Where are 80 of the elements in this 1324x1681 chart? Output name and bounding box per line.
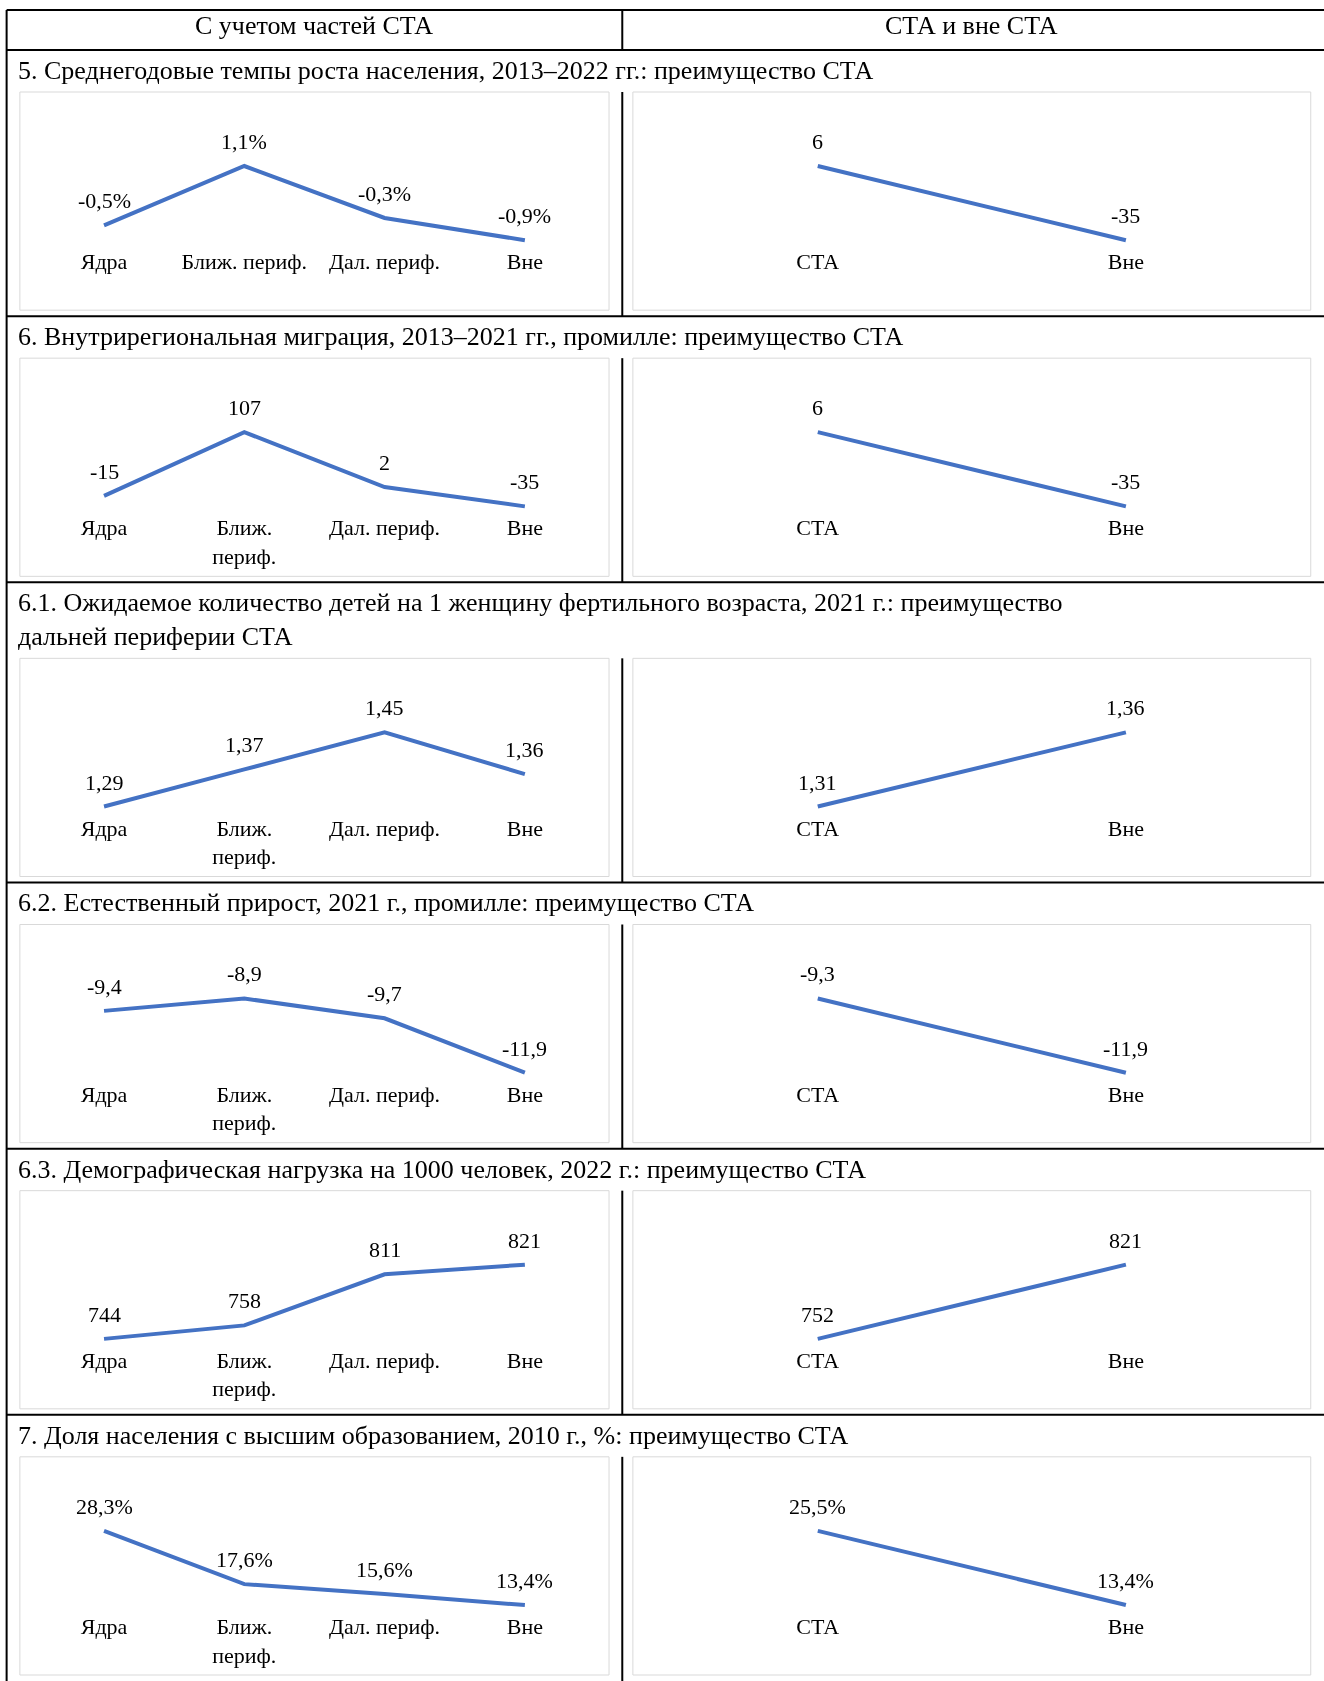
chart-title: 6.1. Ожидаемое количество детей на 1 женщину фертильного возраста, 2021 г.: преимущество дальней периферии СТА [18, 588, 1063, 651]
data-label: 15,6% [356, 1557, 413, 1582]
x-tick-label: Вне [1107, 515, 1144, 541]
x-tick-label: Ядра [80, 1614, 128, 1639]
chart-title: 7. Доля населения с высшим образованием, 2010 г., %: преимущество СТА [18, 1421, 849, 1450]
data-label: -35 [1111, 469, 1141, 494]
data-label: -0,9% [498, 203, 552, 228]
x-tick-label: Ядра [80, 515, 128, 541]
text: С учетом частей СТА [195, 11, 434, 40]
data-label: 752 [801, 1302, 834, 1327]
data-label: -11,9 [502, 1036, 548, 1061]
x-tick-label: Дал. периф. [329, 815, 441, 841]
x-tick-label: Вне [1107, 1614, 1144, 1639]
x-tick-label: Ближ. периф. [212, 1614, 277, 1668]
x-tick-label: Вне [506, 1081, 543, 1107]
data-label: 6 [812, 129, 823, 154]
data-label: 13,4% [1097, 1568, 1154, 1593]
data-label: 811 [369, 1237, 402, 1262]
data-label: 13,4% [496, 1568, 553, 1593]
data-label: 25,5% [789, 1494, 846, 1519]
data-label: 1,45 [365, 695, 404, 720]
data-label: -9,7 [367, 981, 402, 1006]
data-label: -15 [90, 459, 120, 484]
x-tick-label: СТА [796, 515, 840, 541]
chart-title: 6. Внутрирегиональная миграция, 2013–2021 гг., промилле: преимущество СТА [18, 322, 904, 351]
data-label: -35 [1111, 203, 1141, 228]
text: СТА и вне СТА [885, 11, 1058, 40]
x-tick-label: СТА [796, 249, 840, 275]
data-label: -9,3 [800, 961, 835, 986]
chart-title: 6.2. Естественный прирост, 2021 г., промилле: преимущество СТА [18, 888, 755, 917]
x-tick-label: Дал. периф. [329, 249, 441, 275]
x-tick-label: Ближ. периф. [212, 1081, 277, 1136]
data-label: 744 [88, 1302, 121, 1327]
data-label: 17,6% [216, 1547, 273, 1572]
x-tick-label: Вне [506, 1614, 543, 1639]
x-tick-label: Вне [1107, 1347, 1144, 1373]
x-tick-label: СТА [796, 1081, 840, 1107]
x-tick-label: Вне [1107, 1081, 1144, 1107]
x-tick-label: Ядра [80, 249, 128, 275]
x-tick-label: Ядра [80, 815, 128, 841]
x-tick-label: СТА [796, 815, 840, 841]
x-tick-label: Ближ. периф. [212, 515, 277, 569]
x-tick-label: Дал. периф. [329, 1347, 441, 1373]
x-tick-label: Ядра [80, 1081, 128, 1107]
data-label: 1,31 [798, 770, 837, 795]
data-label: -35 [510, 469, 540, 494]
x-tick-label: Вне [1107, 249, 1144, 275]
data-label: 821 [508, 1228, 541, 1253]
x-tick-label: Дал. периф. [329, 1081, 441, 1107]
data-label: 1,1% [221, 129, 267, 154]
x-tick-label: Вне [506, 515, 543, 541]
data-label: 1,36 [505, 737, 544, 762]
data-label: 1,37 [225, 732, 264, 757]
x-tick-label: Вне [506, 815, 543, 841]
data-label: -0,3% [358, 181, 412, 206]
data-label: -0,5% [78, 188, 132, 213]
x-tick-label: Ближ. периф. [212, 815, 277, 870]
data-label: -8,9 [227, 961, 262, 986]
data-label: -9,4 [87, 974, 122, 999]
x-tick-label: СТА [796, 1614, 840, 1639]
data-label: 28,3% [76, 1494, 133, 1519]
x-tick-label: СТА [796, 1347, 840, 1373]
x-tick-label: Вне [1107, 815, 1144, 841]
data-label: 2 [379, 450, 390, 475]
data-label: 1,36 [1106, 695, 1145, 720]
x-tick-label: Вне [506, 249, 543, 275]
x-tick-label: Вне [506, 1347, 543, 1373]
chart-title: 5. Среднегодовые темпы роста населения, 2013–2022 гг.: преимущество СТА [18, 56, 874, 85]
x-tick-label: Дал. периф. [329, 1614, 441, 1639]
data-label: 107 [228, 395, 261, 420]
x-tick-label: Ближ. периф. [212, 1347, 277, 1402]
data-label: 6 [812, 395, 823, 420]
data-label: 1,29 [85, 770, 124, 795]
x-tick-label: Дал. периф. [329, 515, 441, 541]
data-label: 758 [228, 1288, 261, 1313]
x-tick-label: Ближ. периф. [181, 249, 307, 275]
data-label: -11,9 [1103, 1036, 1149, 1061]
x-tick-label: Ядра [80, 1347, 128, 1373]
chart-title: 6.3. Демографическая нагрузка на 1000 человек, 2022 г.: преимущество СТА [18, 1155, 867, 1184]
data-label: 821 [1109, 1228, 1142, 1253]
